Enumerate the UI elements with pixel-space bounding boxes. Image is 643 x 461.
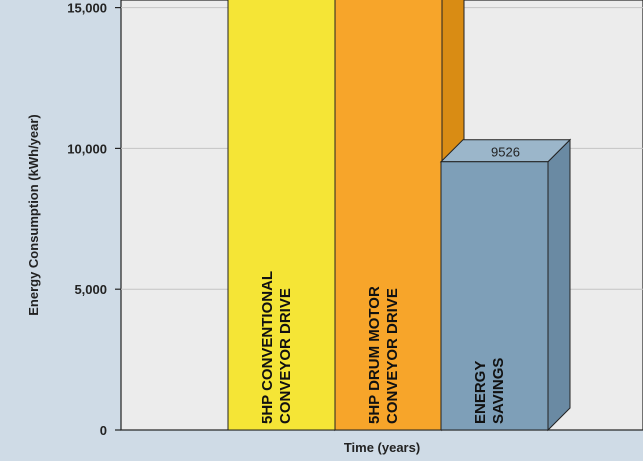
bar-side <box>547 138 571 432</box>
y-tick-label: 0 <box>100 423 107 438</box>
bar <box>334 0 443 431</box>
bar-value-label: 9526 <box>491 145 520 160</box>
bar-category-label: SAVINGS <box>490 358 507 424</box>
bar-category-label: 5HP DRUM MOTOR <box>366 286 383 424</box>
y-axis-title: Energy Consumption (kWh/year) <box>26 114 41 316</box>
bar-group: 9526 ENERGY SAVINGS <box>439 138 572 432</box>
bar <box>440 161 549 431</box>
x-axis-title: Time (years) <box>344 440 420 455</box>
bar-category-label: ENERGY <box>472 361 489 424</box>
bar <box>227 0 336 431</box>
y-tick-label: 15,000 <box>67 1 107 16</box>
bar-category-label: CONVEYOR DRIVE <box>277 288 294 424</box>
bar-category-label: 5HP CONVENTIONAL <box>259 271 276 424</box>
y-tick-label: 5,000 <box>74 282 107 297</box>
y-tick-label: 10,000 <box>67 141 107 156</box>
bar-category-label: CONVEYOR DRIVE <box>384 288 401 424</box>
